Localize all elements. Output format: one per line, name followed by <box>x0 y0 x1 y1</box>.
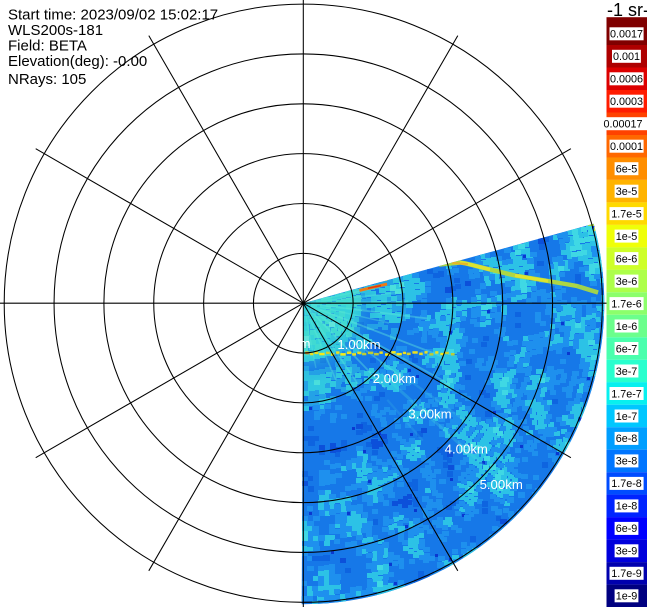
svg-text:4.00km: 4.00km <box>445 441 488 456</box>
svg-text:0.0003: 0.0003 <box>610 96 643 108</box>
svg-text:1.7e-7: 1.7e-7 <box>611 388 642 400</box>
svg-text:3e-7: 3e-7 <box>616 366 638 378</box>
svg-text:6e-7: 6e-7 <box>616 343 638 355</box>
svg-text:3.00km: 3.00km <box>408 406 451 421</box>
svg-text:1.00km: 1.00km <box>337 337 380 352</box>
svg-text:Start time: 2023/09/02 15:02:1: Start time: 2023/09/02 15:02:17 <box>8 7 218 24</box>
svg-text:1e-9: 1e-9 <box>616 591 638 603</box>
svg-text:m: m <box>300 336 311 351</box>
svg-text:0.001: 0.001 <box>613 51 640 63</box>
svg-text:1.7e-9: 1.7e-9 <box>611 568 642 580</box>
svg-text:1.7e-5: 1.7e-5 <box>611 208 642 220</box>
svg-text:3e-8: 3e-8 <box>616 456 638 468</box>
svg-text:1e-7: 1e-7 <box>616 411 638 423</box>
svg-text:3e-5: 3e-5 <box>616 186 638 198</box>
svg-text:0.0006: 0.0006 <box>610 74 643 86</box>
svg-text:1.7e-8: 1.7e-8 <box>611 478 642 490</box>
svg-text:NRays: 105: NRays: 105 <box>8 71 86 88</box>
svg-text:1e-6: 1e-6 <box>616 321 638 333</box>
svg-text:WLS200s-181: WLS200s-181 <box>8 22 103 39</box>
svg-text:1e-5: 1e-5 <box>616 231 638 243</box>
svg-text:Field: BETA: Field: BETA <box>8 38 87 55</box>
svg-text:3e-9: 3e-9 <box>616 546 638 558</box>
svg-text:0.0001: 0.0001 <box>610 141 643 153</box>
svg-text:6e-9: 6e-9 <box>616 523 638 535</box>
svg-text:6e-8: 6e-8 <box>616 433 638 445</box>
svg-text:0.00017: 0.00017 <box>604 119 643 131</box>
svg-text:Elevation(deg): -0.00: Elevation(deg): -0.00 <box>8 53 147 70</box>
svg-text:1e-8: 1e-8 <box>616 501 638 513</box>
svg-text:3e-6: 3e-6 <box>616 276 638 288</box>
svg-text:1.7e-6: 1.7e-6 <box>611 298 642 310</box>
svg-text:0.0017: 0.0017 <box>610 29 643 41</box>
svg-text:5.00km: 5.00km <box>480 477 523 492</box>
svg-text:2.00km: 2.00km <box>373 371 416 386</box>
svg-text:6e-6: 6e-6 <box>616 253 638 265</box>
svg-text:-1 sr-: -1 sr- <box>607 0 647 20</box>
svg-text:6e-5: 6e-5 <box>616 164 638 176</box>
